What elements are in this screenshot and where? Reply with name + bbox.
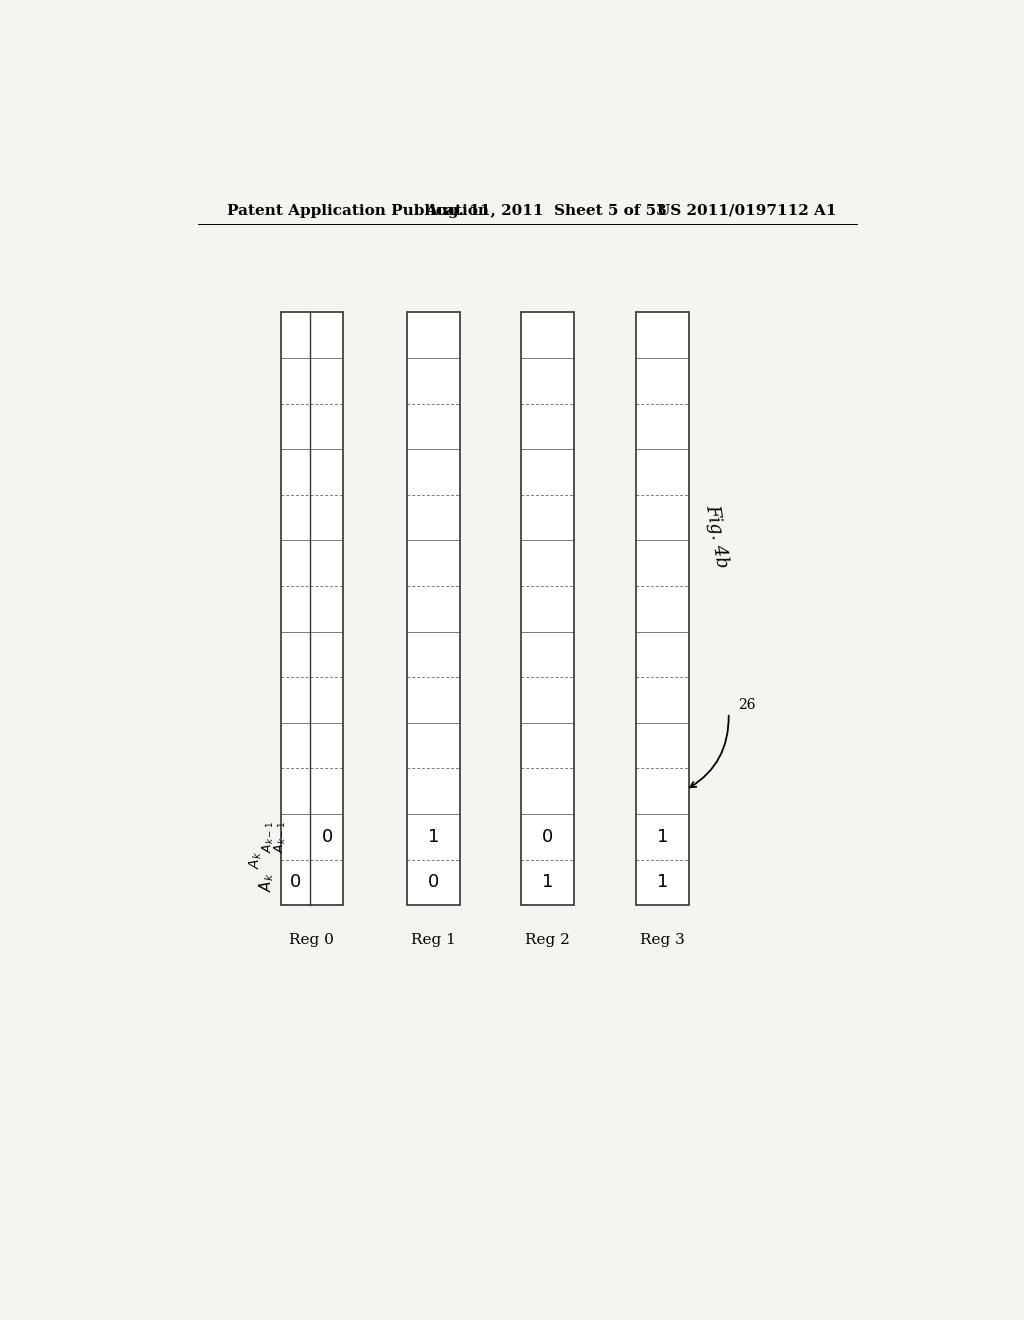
Text: Fig. 4b: Fig. 4b: [702, 503, 731, 569]
Text: Reg 3: Reg 3: [640, 933, 685, 946]
Text: Aug. 11, 2011  Sheet 5 of 53: Aug. 11, 2011 Sheet 5 of 53: [426, 203, 668, 218]
Bar: [521, 313, 573, 906]
Text: 1: 1: [657, 828, 669, 846]
Text: Reg 2: Reg 2: [525, 933, 569, 946]
Text: $A_{k-1}$: $A_{k-1}$: [261, 821, 275, 853]
Text: 1: 1: [542, 874, 553, 891]
Text: 26: 26: [738, 698, 756, 711]
Bar: [636, 313, 689, 906]
Text: $A_{k-1}$: $A_{k-1}$: [273, 821, 288, 853]
Text: $A_k$: $A_k$: [257, 873, 276, 892]
Text: 0: 0: [542, 828, 553, 846]
Text: $A_k$: $A_k$: [248, 850, 264, 869]
Text: US 2011/0197112 A1: US 2011/0197112 A1: [656, 203, 836, 218]
Text: 0: 0: [290, 874, 301, 891]
Text: Reg 1: Reg 1: [411, 933, 456, 946]
Bar: [407, 313, 460, 906]
Text: Patent Application Publication: Patent Application Publication: [227, 203, 489, 218]
Bar: [281, 313, 343, 906]
Text: Reg 0: Reg 0: [289, 933, 334, 946]
Text: 0: 0: [323, 828, 334, 846]
Text: 1: 1: [428, 828, 439, 846]
Text: 1: 1: [657, 874, 669, 891]
Text: 0: 0: [428, 874, 439, 891]
